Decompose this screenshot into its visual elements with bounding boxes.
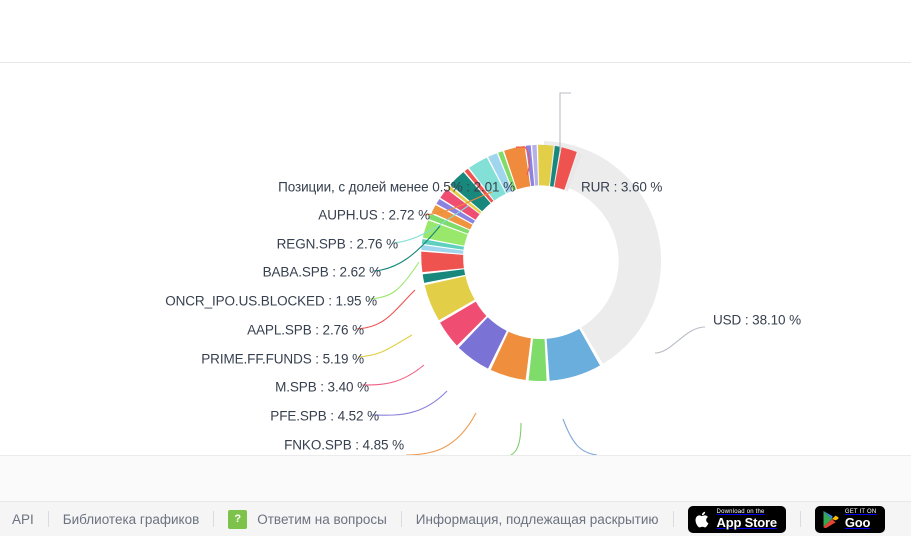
footer-link-api[interactable]: API <box>12 511 34 527</box>
google-play-triangle-icon <box>822 510 839 529</box>
footer-divider <box>672 511 674 527</box>
slice-regn-spb[interactable] <box>469 157 506 201</box>
chart-label-usd: USD : 38.10 % <box>713 312 801 328</box>
slice-frhc-us[interactable] <box>546 328 600 381</box>
google-play-small-text: GET IT ON <box>844 508 877 515</box>
leader-line-aapl <box>356 289 416 330</box>
slice-thin-teal-2[interactable] <box>421 239 464 250</box>
leader-line-usd <box>654 326 706 354</box>
chart-label-prime-ff-funds: PRIME.FF.FUNDS : 5.19 % <box>201 351 364 367</box>
chart-label-small-positions: Позиции, с долей менее 0.5% : 2.01 % <box>278 179 515 195</box>
slice-thin-lilac[interactable] <box>532 144 539 186</box>
chart-label-fnko-spb: FNKO.SPB : 4.85 % <box>284 437 404 453</box>
footer-link-ask-us[interactable]: Ответим на вопросы <box>257 511 387 527</box>
site-footer: API Библиотека графиков ? Ответим на воп… <box>0 501 911 536</box>
leader-line-pfe <box>370 390 448 416</box>
slice-small-positions-teal[interactable] <box>550 145 561 187</box>
leader-line-fnko <box>405 412 477 455</box>
slice-rur-red[interactable] <box>554 147 577 190</box>
slice-thin-purple-2[interactable] <box>525 145 535 186</box>
slice-thin-pink[interactable] <box>440 189 480 220</box>
leader-lines <box>356 92 706 455</box>
leader-line-auph <box>423 191 493 216</box>
leader-line-oncr <box>369 261 420 300</box>
help-question-icon[interactable]: ? <box>228 509 248 529</box>
leader-line-m <box>361 364 425 386</box>
slice-prime-ff-funds[interactable] <box>424 276 475 321</box>
leader-line-frhc <box>562 418 598 455</box>
app-store-big-text: App Store <box>716 514 778 530</box>
slice-rur[interactable] <box>565 152 582 192</box>
chart-label-baba-spb: BABA.SPB : 2.62 % <box>262 264 381 280</box>
chart-label-auph-us: AUPH.US : 2.72 % <box>318 207 430 223</box>
slice-spg-spb[interactable] <box>528 338 547 382</box>
google-play-badge[interactable]: GET IT ON Goo <box>814 505 886 533</box>
footer-divider <box>213 511 215 527</box>
slice-auph-us[interactable] <box>504 145 531 190</box>
chart-label-m-spb: M.SPB : 3.40 % <box>275 379 369 395</box>
leader-line-small <box>516 146 530 176</box>
portfolio-donut-chart: Позиции, с долей менее 0.5% : 2.01 % AUP… <box>0 63 911 455</box>
app-store-badge[interactable]: Download on the App Store <box>687 505 786 533</box>
slice-thin-purple[interactable] <box>436 199 475 224</box>
footer-link-disclosure[interactable]: Информация, подлежащая раскрытию <box>415 511 659 527</box>
footer-link-charts-library[interactable]: Библиотека графиков <box>62 511 200 527</box>
app-store-small-text: Download on the <box>716 508 765 515</box>
google-play-big-text: Goo <box>844 514 871 530</box>
slice-thin-yellow[interactable] <box>447 185 482 214</box>
footer-divider <box>799 511 801 527</box>
slice-thin-teal-1[interactable] <box>422 269 466 283</box>
chart-label-rur: RUR : 3.60 % <box>581 179 663 195</box>
chart-label-pfe-spb: PFE.SPB : 4.52 % <box>270 408 379 424</box>
slice-thin-green-2[interactable] <box>498 151 517 191</box>
pre-footer-spacer <box>0 455 911 501</box>
slice-fnko-spb[interactable] <box>490 331 531 380</box>
slice-m-spb[interactable] <box>440 301 487 346</box>
slice-pfe-spb[interactable] <box>458 317 507 369</box>
slice-thin-lightblue-2[interactable] <box>488 153 513 194</box>
slice-oncr-ipo-us-blocked[interactable] <box>422 220 468 246</box>
donut-chart-svg <box>356 92 706 455</box>
leader-line-rur <box>559 92 571 151</box>
top-blank-strip <box>0 0 911 63</box>
google-play-text: GET IT ON Goo <box>845 509 877 530</box>
leader-line-baba <box>373 225 441 272</box>
donut-slices <box>421 141 662 382</box>
slice-thin-lightblue[interactable] <box>421 245 464 254</box>
chart-label-oncr-ipo-us-blocked: ONCR_IPO.US.BLOCKED : 1.95 % <box>165 293 377 309</box>
chart-label-aapl-spb: AAPL.SPB : 2.76 % <box>247 322 364 338</box>
leader-line-regn <box>392 205 469 244</box>
slice-usd[interactable] <box>542 141 662 364</box>
slice-aapl-spb[interactable] <box>421 251 464 273</box>
slice-baba-spb[interactable] <box>450 172 491 212</box>
footer-divider <box>47 511 49 527</box>
slice-small-positions[interactable] <box>538 144 554 186</box>
app-store-text: Download on the App Store <box>716 508 778 530</box>
footer-divider <box>400 511 402 527</box>
apple-logo-icon <box>695 510 711 529</box>
leader-line-spg <box>509 422 522 455</box>
leader-line-prime <box>357 334 413 358</box>
slice-thin-green[interactable] <box>428 213 470 234</box>
chart-label-regn-spb: REGN.SPB : 2.76 % <box>276 236 398 252</box>
